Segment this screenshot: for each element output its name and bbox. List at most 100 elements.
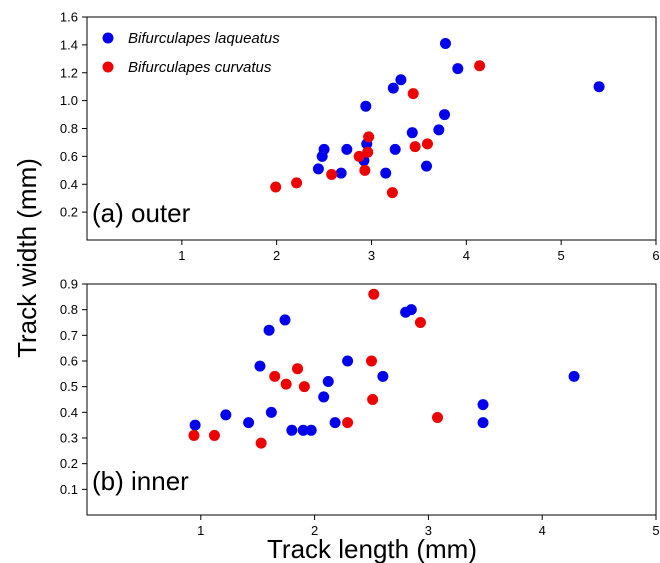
plot-frame-b — [86, 283, 657, 516]
y-tick-label-b: 0.7 — [60, 328, 78, 343]
point-curvatus-a — [363, 131, 375, 143]
y-tick-label-a: 1.2 — [60, 65, 78, 80]
point-curvatus-b — [432, 411, 444, 423]
point-curvatus-a — [407, 88, 419, 100]
x-tick-label-b: 2 — [311, 523, 318, 538]
point-curvatus-b — [255, 437, 267, 449]
x-tick-label-b: 3 — [425, 523, 432, 538]
x-tick-label-a: 5 — [558, 248, 565, 263]
point-laqueatus-a — [433, 124, 445, 136]
legend-marker-laqueatus — [102, 32, 114, 44]
point-curvatus-b — [368, 288, 380, 300]
point-curvatus-b — [367, 394, 379, 405]
point-laqueatus-a — [387, 82, 399, 94]
panel-inner: 1 2 3 4 5 0.1 0.2 0.3 0.4 0.5 0.6 0.7 0.8 0.9 (b) inne… — [60, 277, 660, 539]
point-curvatus-b — [188, 429, 200, 441]
legend: Bifurculapes laqueatus Bifurculapes curv… — [102, 30, 280, 76]
y-tick-label-b: 0.2 — [60, 456, 78, 471]
x-tick-label-b: 1 — [197, 523, 204, 538]
point-laqueatus-a — [406, 127, 418, 139]
y-tick-label-a: 0.2 — [60, 205, 78, 220]
point-laqueatus-b — [405, 304, 417, 316]
panel-label-b: (b) inner — [92, 466, 189, 496]
point-laqueatus-a — [593, 81, 605, 93]
point-laqueatus-a — [318, 143, 330, 155]
y-axis-title: Track width (mm) — [12, 158, 42, 358]
point-laqueatus-b — [377, 370, 389, 382]
point-laqueatus-b — [286, 424, 298, 436]
panel-label-a: (a) outer — [92, 198, 191, 228]
y-tick-label-a: 0.8 — [60, 121, 78, 136]
point-curvatus-a — [421, 138, 433, 150]
x-tick-label-a: 6 — [652, 248, 659, 263]
y-tick-label-a: 1.4 — [60, 37, 78, 52]
point-curvatus-a — [409, 141, 421, 153]
x-axis-title: Track length (mm) — [267, 534, 477, 563]
point-laqueatus-a — [395, 74, 407, 86]
point-curvatus-b — [414, 317, 426, 328]
y-tick-label-a: 0.6 — [60, 149, 78, 164]
x-tick-label-b: 5 — [652, 523, 659, 538]
point-curvatus-a — [362, 146, 374, 158]
point-laqueatus-a — [312, 163, 324, 175]
y-tick-label-b: 0.5 — [60, 379, 78, 394]
point-laqueatus-b — [329, 417, 341, 429]
point-laqueatus-a — [341, 143, 353, 155]
point-curvatus-b — [269, 370, 281, 382]
x-tick-label-a: 1 — [178, 248, 185, 263]
x-tick-label-b: 4 — [539, 523, 546, 538]
point-laqueatus-a — [452, 63, 464, 75]
y-tick-label-b: 0.6 — [60, 354, 78, 369]
point-laqueatus-b — [318, 391, 330, 403]
point-curvatus-b — [366, 355, 377, 367]
y-tick-label-b: 0.9 — [60, 277, 78, 292]
legend-marker-curvatus — [102, 61, 114, 73]
point-laqueatus-b — [477, 399, 489, 411]
point-laqueatus-b — [342, 355, 354, 367]
point-laqueatus-b — [305, 424, 317, 436]
y-tick-label-b: 0.4 — [60, 405, 78, 420]
point-curvatus-b — [280, 378, 292, 390]
point-laqueatus-b — [189, 419, 201, 431]
point-curvatus-a — [359, 164, 371, 176]
point-curvatus-b — [292, 363, 304, 375]
x-tick-label-a: 3 — [368, 248, 375, 263]
point-laqueatus-b — [279, 314, 291, 326]
legend-label-curvatus: Bifurculapes curvatus — [128, 59, 272, 76]
point-curvatus-a — [474, 60, 486, 72]
point-curvatus-a — [291, 177, 303, 189]
point-laqueatus-b — [254, 360, 266, 372]
point-laqueatus-b — [265, 406, 277, 418]
point-laqueatus-b — [220, 409, 232, 421]
point-laqueatus-b — [568, 370, 580, 382]
x-tick-label-a: 2 — [273, 248, 280, 263]
point-curvatus-a — [270, 181, 282, 193]
y-tick-label-b: 0.8 — [60, 302, 78, 317]
y-tick-label-a: 1.0 — [60, 93, 78, 108]
point-curvatus-a — [386, 187, 398, 199]
point-curvatus-b — [298, 381, 310, 393]
point-laqueatus-a — [380, 167, 392, 179]
point-laqueatus-a — [335, 167, 347, 179]
legend-label-laqueatus: Bifurculapes laqueatus — [128, 30, 280, 47]
y-tick-label-a: 1.6 — [60, 10, 78, 25]
panel-outer: 1 2 3 4 5 6 0.2 0.4 0.6 0.8 1.0 1.2 1.4 1.6 (a) outer — [60, 10, 660, 264]
point-curvatus-a — [326, 168, 338, 180]
point-curvatus-b — [342, 417, 354, 429]
point-laqueatus-b — [243, 417, 255, 429]
point-laqueatus-a — [439, 109, 451, 121]
point-curvatus-b — [208, 429, 220, 441]
y-tick-label-a: 0.4 — [60, 177, 78, 192]
point-laqueatus-a — [439, 37, 451, 49]
y-tick-label-b: 0.1 — [60, 482, 78, 497]
point-laqueatus-b — [477, 417, 489, 429]
point-laqueatus-b — [263, 324, 275, 336]
point-laqueatus-b — [322, 376, 334, 388]
point-laqueatus-a — [389, 143, 401, 155]
point-curvatus-a — [353, 150, 365, 162]
y-tick-label-b: 0.3 — [60, 431, 78, 446]
point-laqueatus-b — [297, 424, 309, 436]
x-tick-label-a: 4 — [463, 248, 470, 263]
point-laqueatus-a — [421, 160, 433, 172]
